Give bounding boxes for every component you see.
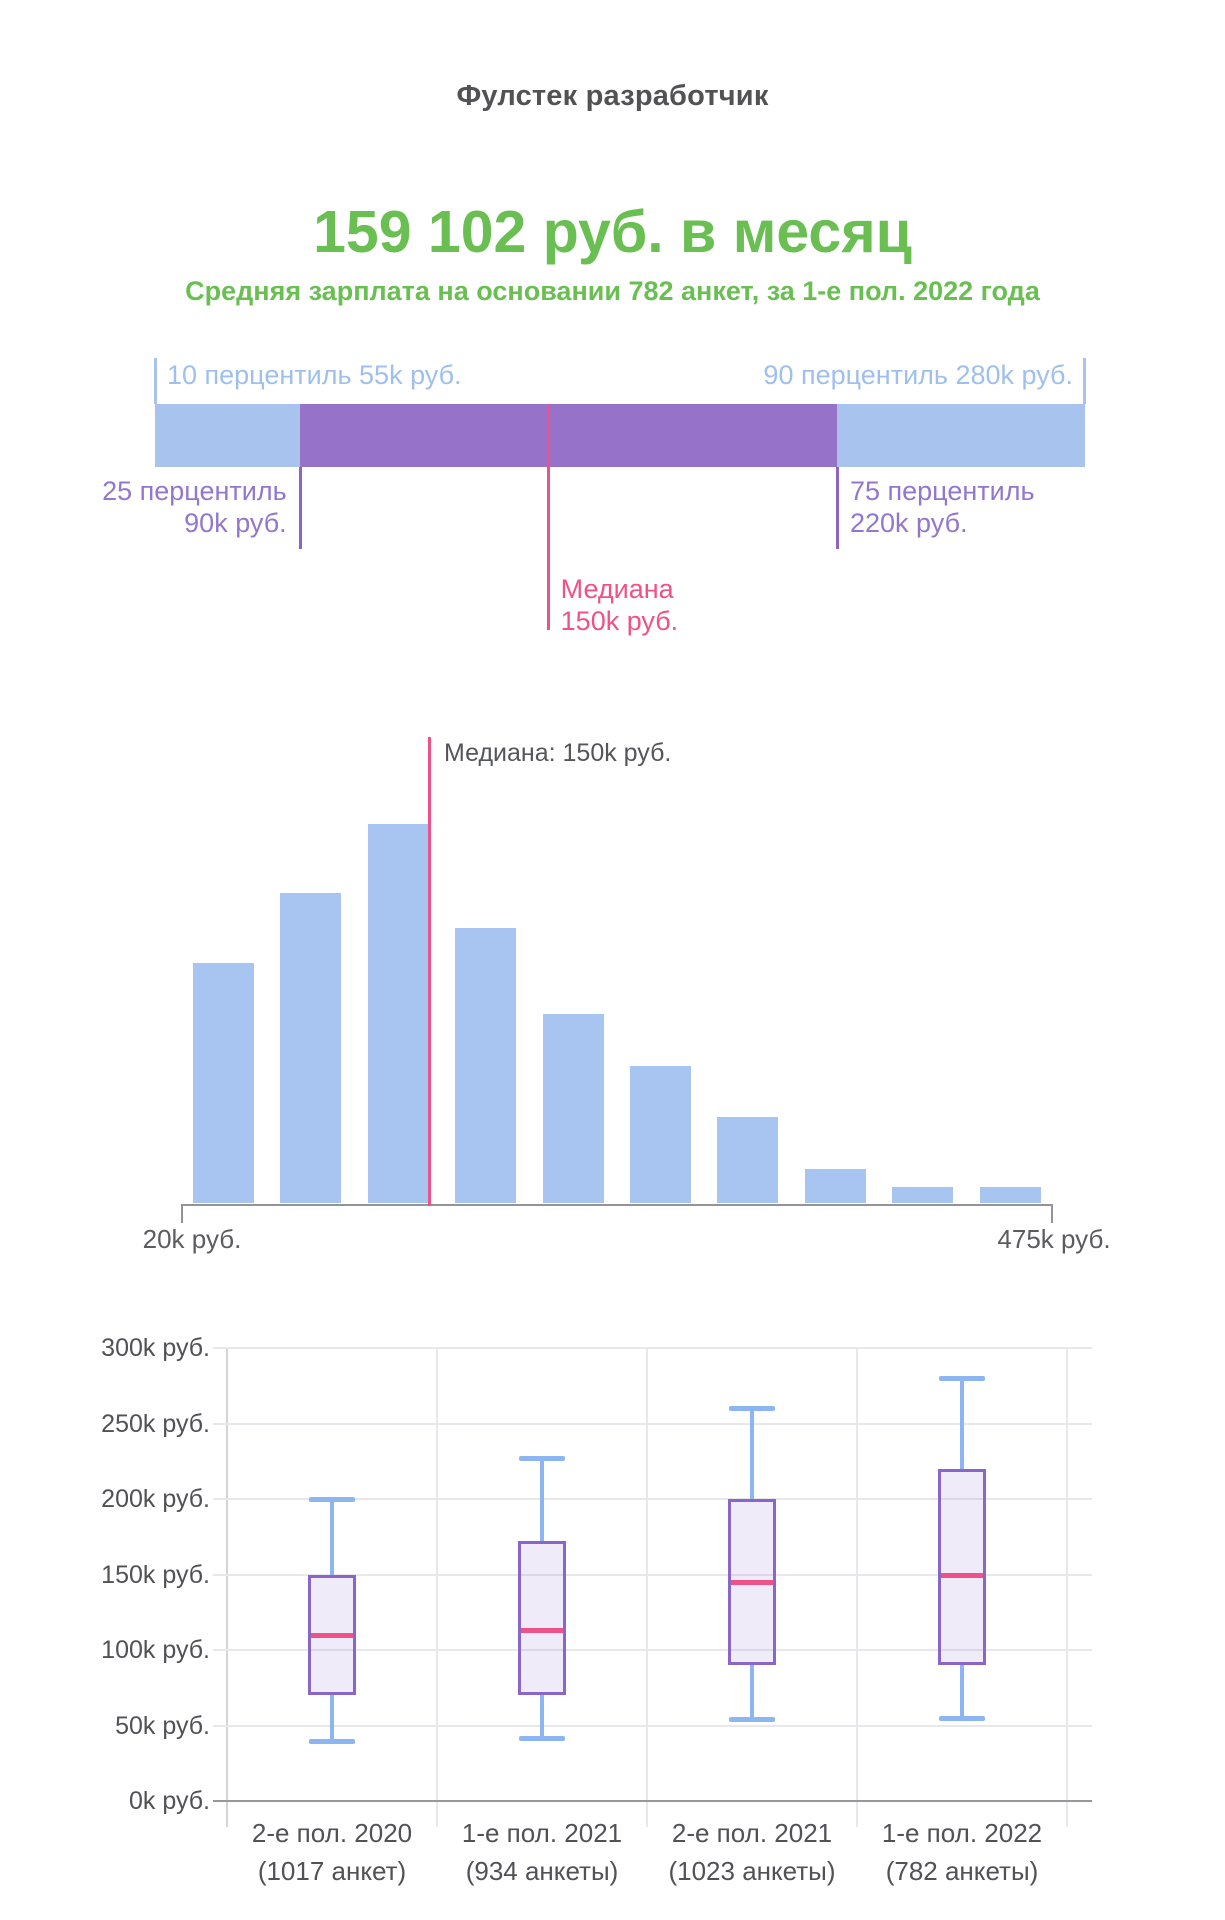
boxplot-upper-whisker bbox=[750, 1408, 754, 1499]
boxplot-iqr-box bbox=[938, 1468, 986, 1666]
boxplot-lower-whisker-cap bbox=[939, 1715, 985, 1721]
boxplot-vertical-gridline bbox=[1066, 1348, 1068, 1827]
average-salary-amount: 159 102 руб. в месяц bbox=[313, 199, 912, 265]
boxplot-surveys-label: (1023 анкеты) bbox=[668, 1856, 836, 1886]
boxplot-y-tick-label: 0k руб. bbox=[128, 1787, 210, 1815]
p75-label: 75 перцентиль 220k руб. bbox=[850, 475, 1035, 539]
boxplot-lower-whisker bbox=[750, 1665, 754, 1720]
p75-label-line2: 220k руб. bbox=[850, 508, 968, 538]
median-label-line1: Медиана bbox=[560, 574, 674, 604]
boxplot-upper-whisker bbox=[540, 1458, 544, 1542]
boxplot-gridline bbox=[213, 1347, 1092, 1349]
histogram-axis-tick-left bbox=[181, 1204, 183, 1223]
p10-tick bbox=[154, 358, 157, 404]
boxplot-surveys-label: (1017 анкет) bbox=[257, 1856, 407, 1886]
histogram-bar bbox=[892, 1187, 953, 1203]
boxplot-y-tick-label: 300k руб. bbox=[101, 1334, 210, 1362]
boxplot-lower-whisker bbox=[540, 1695, 544, 1738]
salary-subtitle: Средняя зарплата на основании 782 анкет,… bbox=[185, 276, 1040, 306]
histogram-median-label: Медиана: 150k руб. bbox=[444, 739, 672, 767]
boxplot-lower-whisker bbox=[330, 1695, 334, 1741]
boxplot-gridline bbox=[213, 1725, 1092, 1727]
p25-label-line1: 25 перцентиль bbox=[102, 476, 287, 506]
boxplot-period-label: 1-е пол. 2022 bbox=[881, 1818, 1043, 1848]
p10-label: 10 перцентиль 55k руб. bbox=[167, 360, 462, 390]
boxplot-lower-whisker-cap bbox=[729, 1717, 775, 1723]
histogram-bar bbox=[193, 963, 254, 1203]
boxplot-upper-whisker-cap bbox=[729, 1406, 775, 1412]
boxplot-upper-whisker bbox=[330, 1499, 334, 1575]
histogram-bar bbox=[280, 893, 341, 1203]
boxplot-surveys-label: (782 анкеты) bbox=[885, 1856, 1039, 1886]
page-title: Фулстек разработчик bbox=[456, 80, 769, 112]
histogram-median-line bbox=[428, 737, 431, 1206]
histogram-bar bbox=[805, 1169, 866, 1203]
boxplot-median-line bbox=[521, 1628, 563, 1634]
boxplot-vertical-gridline bbox=[436, 1348, 438, 1827]
histogram-bar bbox=[980, 1187, 1041, 1203]
p75-tick bbox=[836, 467, 839, 549]
p25-label: 25 перцентиль 90k руб. bbox=[102, 475, 287, 539]
interquartile-band bbox=[299, 404, 837, 467]
boxplot-y-tick-label: 200k руб. bbox=[101, 1485, 210, 1513]
boxplot-y-tick-label: 50k руб. bbox=[115, 1712, 210, 1740]
p75-label-line1: 75 перцентиль bbox=[850, 476, 1035, 506]
histogram-x-axis bbox=[181, 1204, 1053, 1206]
median-label-line2: 150k руб. bbox=[560, 606, 679, 636]
p25-label-line2: 90k руб. bbox=[184, 508, 287, 538]
boxplot-upper-whisker-cap bbox=[939, 1376, 985, 1382]
boxplot-lower-whisker-cap bbox=[309, 1738, 355, 1744]
p90-label: 90 перцентиль 280k руб. bbox=[763, 360, 1073, 390]
boxplot-iqr-box bbox=[518, 1541, 566, 1696]
boxplot-y-tick-label: 100k руб. bbox=[101, 1636, 210, 1664]
median-label: Медиана 150k руб. bbox=[561, 573, 679, 637]
p90-tick bbox=[1083, 358, 1086, 404]
boxplot-lower-whisker bbox=[960, 1665, 964, 1718]
boxplot-upper-whisker-cap bbox=[519, 1456, 565, 1462]
boxplot-gridline bbox=[213, 1649, 1092, 1651]
boxplot-vertical-gridline bbox=[646, 1348, 648, 1827]
boxplot-vertical-gridline bbox=[226, 1348, 228, 1827]
boxplot-vertical-gridline bbox=[856, 1348, 858, 1827]
boxplot-period-label: 2-е пол. 2021 bbox=[671, 1818, 833, 1848]
boxplot-period-label: 1-е пол. 2021 bbox=[461, 1818, 623, 1848]
boxplot-y-tick-label: 150k руб. bbox=[101, 1561, 210, 1589]
histogram-bar bbox=[455, 928, 516, 1203]
histogram-bar bbox=[543, 1014, 604, 1203]
boxplot-lower-whisker-cap bbox=[519, 1735, 565, 1741]
boxplot-upper-whisker bbox=[960, 1378, 964, 1469]
boxplot-median-line bbox=[731, 1580, 773, 1586]
histogram-axis-tick-right bbox=[1051, 1204, 1053, 1223]
boxplot-period-label: 2-е пол. 2020 bbox=[251, 1818, 413, 1848]
histogram-bar bbox=[368, 824, 429, 1203]
boxplot-median-line bbox=[311, 1632, 353, 1638]
boxplot-zero-axis-line bbox=[213, 1800, 1092, 1802]
median-marker-line bbox=[546, 404, 550, 630]
histogram-min-label: 20k руб. bbox=[142, 1224, 242, 1254]
boxplot-y-tick-label: 250k руб. bbox=[101, 1410, 210, 1438]
boxplot-median-line bbox=[941, 1572, 983, 1578]
boxplot-surveys-label: (934 анкеты) bbox=[465, 1856, 619, 1886]
p25-tick bbox=[298, 467, 302, 549]
boxplot-gridline bbox=[213, 1574, 1092, 1576]
boxplot-upper-whisker-cap bbox=[309, 1497, 355, 1502]
boxplot-gridline bbox=[213, 1498, 1092, 1500]
histogram-max-label: 475k руб. bbox=[997, 1224, 1111, 1254]
boxplot-gridline bbox=[213, 1423, 1092, 1425]
histogram-bar bbox=[717, 1117, 778, 1203]
histogram-bar bbox=[630, 1066, 691, 1203]
